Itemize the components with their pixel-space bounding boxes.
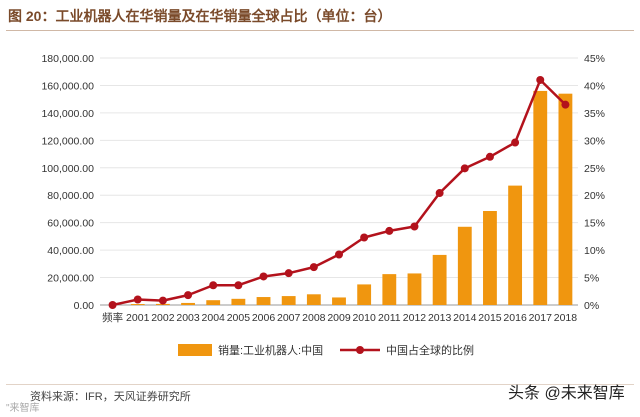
line-point	[460, 164, 469, 173]
line-point	[335, 250, 343, 259]
combo-chart: 0.00 20,000.00 40,000.00 60,000.00 80,000.00…	[41, 53, 605, 357]
y-left-tick-label: 160,000.00	[41, 80, 94, 92]
bar	[533, 90, 548, 305]
x-tick-label: 2010	[352, 312, 376, 324]
series-line	[112, 78, 567, 307]
line-point	[309, 263, 318, 272]
bar	[558, 93, 573, 305]
legend-label-bar: 销量:工业机器人:中国	[218, 343, 323, 357]
line-point	[158, 296, 167, 305]
bar	[281, 296, 296, 305]
source-note: 资料来源：IFR，天风证券研究所	[30, 391, 191, 403]
x-tick-label: 2012	[403, 312, 427, 324]
title-divider	[6, 30, 634, 31]
bar	[432, 254, 447, 305]
x-tick-label: 2018	[554, 312, 578, 324]
line-point	[108, 301, 117, 309]
y-right-tick-label: 0%	[584, 300, 599, 312]
line-point	[511, 138, 520, 147]
y-right-tick-label: 15%	[584, 218, 605, 230]
x-tick-label: 2014	[453, 312, 477, 324]
x-tick-label: 2002	[151, 312, 175, 324]
line-point	[133, 295, 142, 304]
line-point	[259, 272, 268, 281]
x-tick-label: 2013	[428, 312, 452, 324]
x-tick-label: 2007	[277, 312, 301, 324]
y-left-tick-label: 20,000.00	[47, 273, 94, 285]
y-left-tick-label: 40,000.00	[47, 245, 94, 257]
bar	[306, 294, 321, 305]
y-left-tick-label: 180,000.00	[41, 53, 94, 65]
bar	[231, 298, 246, 305]
x-tick-label: 2017	[529, 312, 553, 324]
x-tick-label: 2009	[327, 312, 351, 324]
y-right-tick-label: 30%	[584, 135, 605, 147]
y-left-tick-label: 80,000.00	[47, 190, 94, 202]
line-point	[234, 281, 243, 290]
x-tick-label: 2005	[227, 312, 251, 324]
y-right-tick-label: 5%	[584, 273, 599, 285]
y-left-tick-label: 140,000.00	[41, 108, 94, 120]
line-point	[485, 152, 494, 161]
y-left-tick-label: 120,000.00	[41, 135, 94, 147]
x-tick-label: 频率	[102, 311, 123, 324]
line-point	[385, 226, 394, 235]
bar	[130, 304, 145, 305]
legend-marker-line	[356, 346, 364, 354]
line-point	[209, 281, 218, 290]
x-tick-label: 2016	[503, 312, 527, 324]
watermark-small: "来智库	[6, 403, 40, 414]
y-right-tick-label: 40%	[584, 80, 605, 92]
chart-title: 图 20：工业机器人在华销量及在华销量全球占比（单位：台）	[8, 8, 392, 24]
bar	[407, 273, 422, 305]
y-right-tick-label: 10%	[584, 245, 605, 257]
x-tick-label: 2008	[302, 312, 326, 324]
y-right-tick-label: 35%	[584, 108, 605, 120]
line-point	[284, 269, 293, 278]
y-left-tick-label: 0.00	[74, 300, 95, 312]
x-tick-label: 2003	[176, 312, 200, 324]
x-tick-label: 2001	[126, 312, 150, 324]
x-tick-label: 2006	[252, 312, 276, 324]
bar	[382, 274, 397, 305]
line-point	[410, 222, 419, 231]
watermark-text: 头条 @未来智库	[508, 385, 625, 402]
bar	[181, 302, 195, 305]
bar	[256, 297, 271, 305]
footer-divider	[6, 384, 634, 385]
line-point	[561, 100, 570, 109]
y-left-tick-label: 100,000.00	[41, 163, 94, 175]
x-tick-label: 2015	[478, 312, 502, 324]
y-right-tick-label: 25%	[584, 163, 605, 175]
bar	[357, 284, 372, 305]
legend-label-line: 中国占全球的比例	[386, 343, 474, 357]
line-point	[184, 291, 193, 300]
bar	[457, 226, 472, 305]
x-tick-label: 2004	[202, 312, 226, 324]
y-right-tick-label: 20%	[584, 190, 605, 202]
bar	[508, 185, 523, 305]
bar	[483, 211, 497, 305]
legend-swatch-bar	[178, 344, 212, 356]
line-point	[536, 75, 545, 84]
line-point	[435, 189, 444, 198]
line-point	[360, 233, 369, 242]
x-tick-label: 2011	[378, 312, 401, 324]
bar	[206, 300, 221, 305]
y-left-tick-label: 60,000.00	[47, 218, 94, 230]
y-right-tick-label: 45%	[584, 53, 605, 65]
bar	[332, 297, 346, 305]
